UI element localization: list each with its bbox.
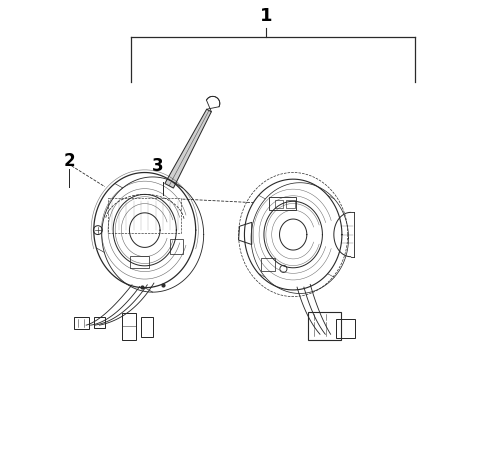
- Text: 3: 3: [152, 157, 164, 175]
- Text: 1: 1: [260, 7, 272, 25]
- Text: 2: 2: [64, 153, 75, 171]
- Polygon shape: [165, 109, 211, 188]
